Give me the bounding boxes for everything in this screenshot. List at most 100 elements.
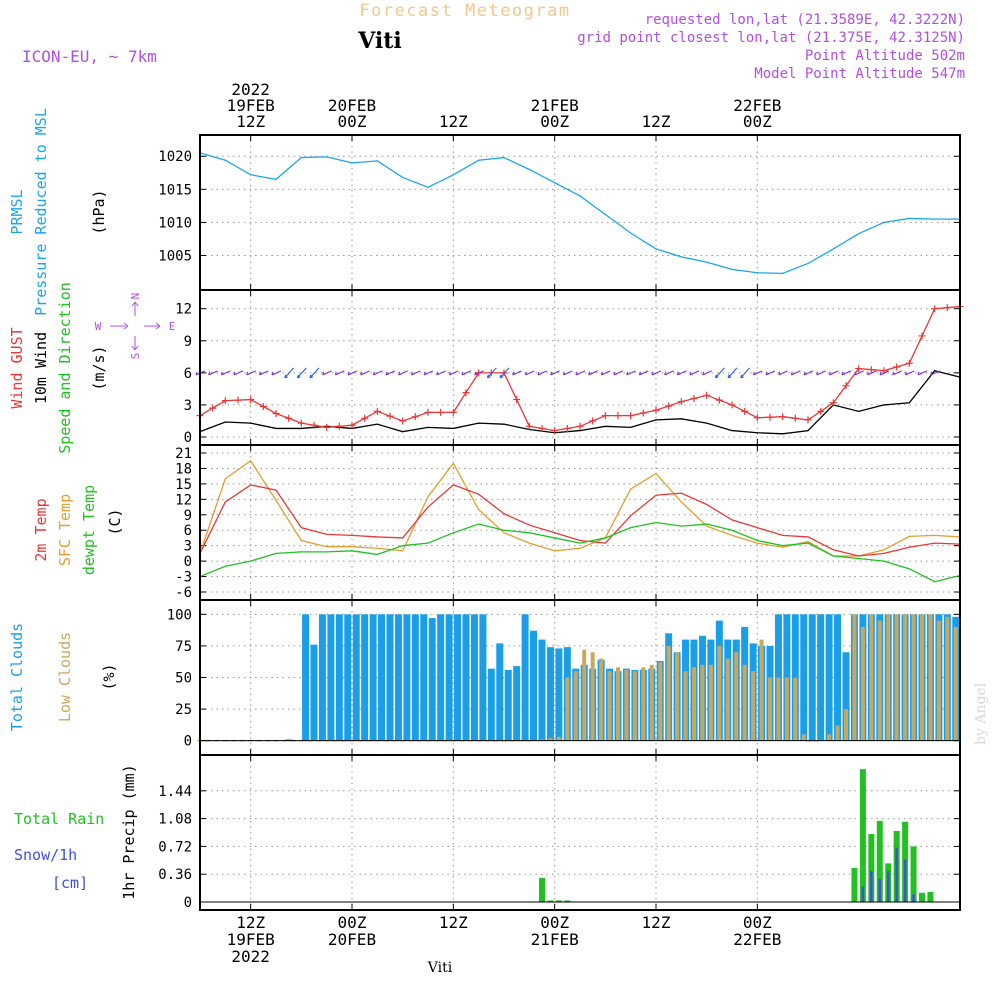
compass-e: E bbox=[169, 320, 176, 333]
wind-speed-line-point-4 bbox=[300, 427, 302, 430]
wind-direction-arrow-27 bbox=[423, 370, 434, 376]
gust-marker-84 bbox=[905, 359, 913, 367]
low-cloud-bar-49 bbox=[616, 667, 620, 741]
low-cloud-bar-40 bbox=[540, 739, 544, 741]
wind-direction-arrow-10.5 bbox=[284, 367, 295, 379]
gust-marker-16.5 bbox=[335, 422, 343, 430]
low-cloud-bar-43 bbox=[565, 677, 570, 741]
wind-direction-arrow-84 bbox=[904, 370, 915, 376]
rain-bar-40 bbox=[539, 878, 545, 902]
top-time-label-0-2: 12Z bbox=[236, 112, 265, 131]
bottom-time-label-1-1: 20FEB bbox=[328, 930, 376, 949]
sfc-temp-line-point-7 bbox=[376, 547, 378, 549]
gust-marker-79.5 bbox=[867, 366, 875, 374]
total-cloud-bar-18 bbox=[352, 614, 360, 741]
low-cloud-bar-41 bbox=[548, 738, 553, 741]
ytick-label-precip-2: 0.72 bbox=[158, 839, 192, 855]
sfc-temp-line-point-28 bbox=[908, 535, 910, 538]
wind-direction-arrow-28.5 bbox=[436, 370, 446, 376]
wind-speed-line-point-10 bbox=[452, 427, 454, 430]
temp-2m-line-point-1 bbox=[224, 501, 226, 503]
gust-marker-51 bbox=[627, 412, 635, 420]
low-cloud-bar-84 bbox=[911, 614, 916, 741]
pressure-line-point-25 bbox=[832, 248, 834, 250]
pressure-line-point-13 bbox=[528, 168, 530, 171]
wind-speed-line-point-20 bbox=[706, 422, 708, 424]
gust-marker-40.5 bbox=[538, 424, 546, 432]
low-cloud-bar-67 bbox=[768, 677, 772, 741]
wind-speed-line-point-26 bbox=[858, 410, 860, 412]
ytick-label-temp-7: 15 bbox=[175, 477, 192, 493]
temp-2m-line-point-3 bbox=[275, 489, 277, 491]
gust-marker-4.5 bbox=[234, 396, 242, 404]
wind-direction-arrow-61.5 bbox=[714, 367, 725, 379]
gust-marker-27 bbox=[424, 408, 432, 416]
temp-2m-line-point-5 bbox=[326, 533, 328, 535]
dewpoint-line-point-2 bbox=[250, 560, 252, 562]
rain-bar-84 bbox=[910, 846, 917, 902]
gust-marker-87 bbox=[931, 305, 939, 313]
wind-direction-arrow-52.5 bbox=[638, 370, 649, 376]
sfc-temp-line-point-13 bbox=[528, 542, 530, 544]
temp-2m-line-point-14 bbox=[554, 532, 556, 534]
top-time-label-0-0: 2022 bbox=[231, 80, 270, 99]
wind-direction-arrow-45 bbox=[575, 370, 586, 376]
gust-marker-78 bbox=[855, 365, 863, 373]
gust-marker-3 bbox=[221, 397, 229, 405]
ytick-label-precip-4: 1.44 bbox=[158, 784, 192, 800]
wind-direction-arrow-69 bbox=[778, 370, 788, 376]
pressure-line-point-18 bbox=[655, 248, 657, 250]
pressure-line-point-1 bbox=[224, 159, 226, 161]
wind-gust-line bbox=[199, 305, 961, 432]
wind-direction-arrow-4.5 bbox=[233, 370, 244, 376]
sfc-temp-line-point-19 bbox=[680, 501, 682, 503]
ytick-label-pressure-1: 1010 bbox=[158, 215, 192, 231]
total-cloud-bar-29 bbox=[445, 614, 453, 741]
pressure-line-point-6 bbox=[351, 162, 353, 164]
temp-2m-line-point-10 bbox=[452, 484, 454, 486]
wind-speed-line-point-17 bbox=[630, 426, 632, 428]
chart-title: Forecast Meteogram bbox=[359, 1, 570, 21]
sfc-temp-line-point-9 bbox=[427, 496, 429, 498]
ytick-label-wind-0: 0 bbox=[184, 430, 192, 446]
ytick-label-pressure-0: 1005 bbox=[158, 249, 192, 265]
sfc-temp-line-point-20 bbox=[706, 525, 708, 527]
sfc-temp-line-point-8 bbox=[402, 550, 404, 552]
dewpoint-line-point-10 bbox=[452, 532, 454, 534]
sfc-temp-line-point-21 bbox=[731, 534, 733, 536]
total-cloud-bar-40 bbox=[538, 639, 546, 741]
temp-2m-line-point-29 bbox=[934, 542, 936, 544]
total-cloud-bar-36 bbox=[504, 669, 512, 741]
gust-marker-67.5 bbox=[766, 413, 774, 421]
dewpoint-line-point-27 bbox=[883, 560, 885, 562]
temp-2m-line-point-2 bbox=[250, 484, 252, 486]
rain-bar-42 bbox=[555, 900, 562, 902]
gust-marker-25.5 bbox=[411, 413, 419, 421]
total-cloud-bar-33 bbox=[479, 614, 487, 741]
low-cloud-bar-80 bbox=[877, 620, 882, 741]
wind-speed-line-point-7 bbox=[376, 423, 378, 425]
gust-marker-10.5 bbox=[285, 414, 293, 422]
gust-marker-73.5 bbox=[817, 407, 825, 415]
label-hpa: (hPa) bbox=[90, 189, 108, 234]
wind-direction-arrow-72 bbox=[803, 370, 814, 376]
label-sfc-temp: SFC Temp bbox=[56, 494, 74, 566]
wind-direction-arrow-58.5 bbox=[689, 370, 700, 376]
gust-marker-22.5 bbox=[386, 412, 394, 420]
low-cloud-bar-45 bbox=[582, 649, 587, 741]
gust-marker-15 bbox=[323, 423, 331, 431]
gust-marker-64.5 bbox=[741, 407, 749, 415]
dewpoint-line-point-11 bbox=[478, 523, 480, 525]
low-cloud-bar-63 bbox=[734, 652, 739, 741]
dewpoint-line-point-28 bbox=[908, 568, 910, 570]
gust-marker-12 bbox=[297, 419, 305, 427]
wind-direction-arrow-49.5 bbox=[613, 370, 624, 376]
low-cloud-bar-47 bbox=[599, 658, 604, 741]
wind-direction-arrow-15 bbox=[322, 370, 332, 376]
sfc-temp-line-point-29 bbox=[934, 534, 936, 536]
gust-marker-31.5 bbox=[462, 389, 470, 397]
gust-marker-75 bbox=[829, 399, 837, 407]
pressure-line-point-3 bbox=[275, 178, 277, 181]
low-cloud-bar-53 bbox=[649, 664, 654, 741]
temp-2m-line-point-8 bbox=[402, 537, 404, 539]
